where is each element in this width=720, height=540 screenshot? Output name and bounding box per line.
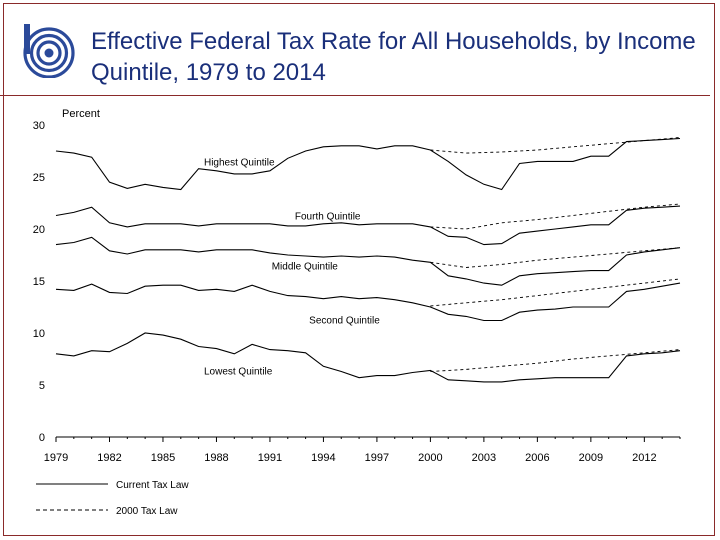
series-line-second-quintile (55, 282, 681, 322)
series-annotation: Fourth Quintile (295, 212, 361, 223)
series-annotation: Second Quintile (309, 316, 380, 327)
x-tick-label: 1982 (97, 452, 121, 464)
series-line-2000-tax-law (430, 247, 681, 268)
x-tick-label: 2000 (418, 452, 442, 464)
title-divider (0, 95, 710, 96)
y-tick-label: 0 (39, 432, 45, 444)
legend: Current Tax Law 2000 Tax Law (36, 480, 189, 517)
series-line-highest-quintile (55, 137, 681, 191)
cbo-logo-icon (23, 24, 75, 78)
chart-title: Effective Federal Tax Rate for All House… (91, 28, 696, 86)
y-tick-label: 5 (39, 380, 45, 392)
series-annotation: Middle Quintile (272, 262, 339, 273)
series-line-2000-tax-law (430, 137, 681, 154)
series-lines (55, 137, 681, 383)
legend-label: 2000 Tax Law (116, 506, 178, 517)
x-tick-label: 1994 (311, 452, 335, 464)
y-tick-label: 10 (33, 328, 45, 340)
x-tick-label: 1979 (44, 452, 68, 464)
x-tick-label: 1988 (204, 452, 228, 464)
y-tick-label: 30 (33, 120, 45, 132)
series-line-2000-tax-law (430, 349, 681, 372)
series-line-2000-tax-law (430, 203, 681, 230)
x-tick-label: 1991 (258, 452, 282, 464)
series-line-fourth-quintile (55, 205, 681, 246)
x-tick-label: 1997 (365, 452, 389, 464)
x-tick-label: 2009 (579, 452, 603, 464)
y-axis-label: Percent (62, 108, 100, 120)
axes: 1979 1982 1985 1988 1991 1994 1997 2000 2003 2006… (33, 120, 681, 464)
x-tick-label: 2012 (632, 452, 656, 464)
series-annotation: Highest Quintile (204, 158, 275, 169)
x-tick-label: 2003 (472, 452, 496, 464)
series-line-2000-tax-law (430, 278, 681, 307)
legend-label: Current Tax Law (116, 480, 189, 491)
y-tick-label: 25 (33, 172, 45, 184)
series-annotations: Highest Quintile Fourth Quintile Middle Qu… (204, 158, 380, 378)
y-tick-label: 15 (33, 276, 45, 288)
x-tick-label: 1985 (151, 452, 175, 464)
series-annotation: Lowest Quintile (204, 367, 273, 378)
x-tick-label: 2006 (525, 452, 549, 464)
series-line-middle-quintile (55, 236, 681, 286)
slide (3, 3, 715, 536)
series-line-lowest-quintile (55, 332, 681, 383)
y-tick-label: 20 (33, 224, 45, 236)
